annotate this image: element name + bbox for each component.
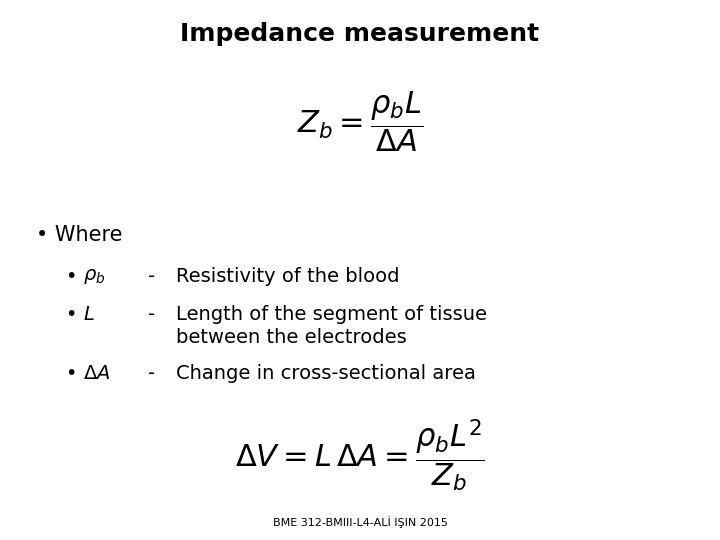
Text: -: - xyxy=(148,267,155,286)
Text: Resistivity of the blood: Resistivity of the blood xyxy=(176,267,400,286)
Text: Change in cross-sectional area: Change in cross-sectional area xyxy=(176,364,476,383)
Text: $Z_b = \dfrac{\rho_b L}{\Delta A}$: $Z_b = \dfrac{\rho_b L}{\Delta A}$ xyxy=(297,89,423,154)
Text: Length of the segment of tissue: Length of the segment of tissue xyxy=(176,305,487,324)
Text: -: - xyxy=(148,305,155,324)
Text: BME 312-BMIII-L4-ALİ IŞIN 2015: BME 312-BMIII-L4-ALİ IŞIN 2015 xyxy=(273,516,447,528)
Text: $\Delta V = L\, \Delta A = \dfrac{\rho_b L^2}{Z_b}$: $\Delta V = L\, \Delta A = \dfrac{\rho_b… xyxy=(235,418,485,495)
Text: •: • xyxy=(65,305,76,324)
Text: $\rho_b$: $\rho_b$ xyxy=(83,267,105,286)
Text: between the electrodes: between the electrodes xyxy=(176,328,407,347)
Text: •: • xyxy=(65,267,76,286)
Text: Impedance measurement: Impedance measurement xyxy=(181,22,539,45)
Text: •: • xyxy=(65,364,76,383)
Text: -: - xyxy=(148,364,155,383)
Text: $\Delta A$: $\Delta A$ xyxy=(83,364,110,383)
Text: $L$: $L$ xyxy=(83,305,94,324)
Text: • Where: • Where xyxy=(36,225,122,245)
